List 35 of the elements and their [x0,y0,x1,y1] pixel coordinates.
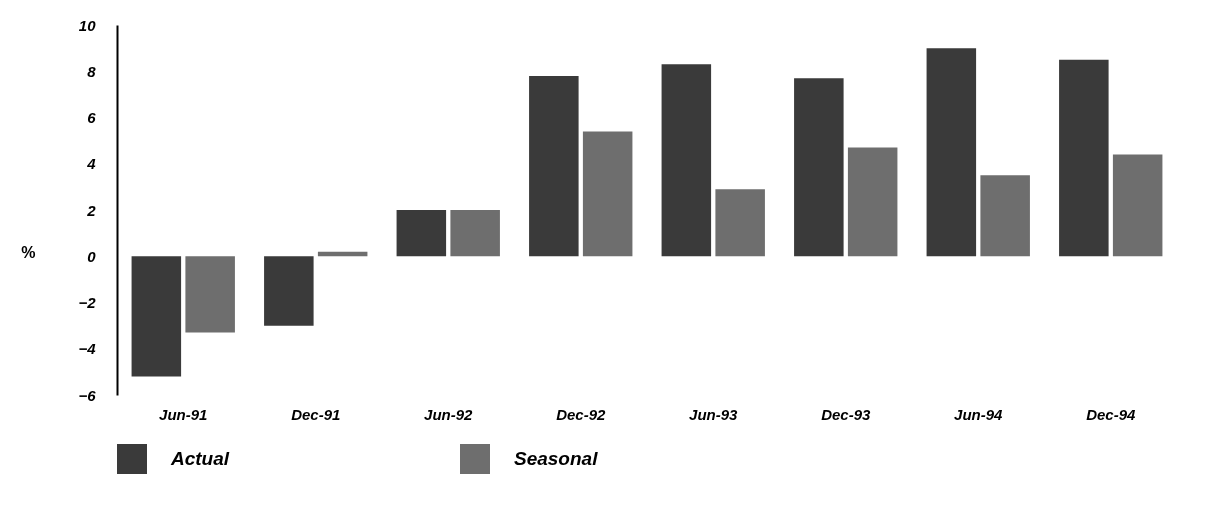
y-tick-label: 6 [87,109,97,126]
y-tick-label: 4 [86,155,97,173]
y-tick-label: 2 [86,201,97,219]
bar [582,131,633,257]
y-tick-label: 10 [78,16,97,34]
bar [715,189,765,257]
bar [396,210,447,257]
y-axis-title: % [21,243,36,261]
legend-label: Seasonal [514,448,599,469]
bar [450,210,500,257]
bar [794,78,844,257]
x-tick-label: Dec-93 [821,405,871,423]
bar [264,256,314,326]
y-tick-label: 8 [87,62,97,80]
bar [926,48,977,257]
x-tick-label: Jun-92 [424,405,474,423]
y-tick-label: −2 [78,294,97,311]
x-tick-label: Dec-92 [556,405,606,423]
bar [529,75,579,257]
bar [1059,59,1109,257]
bar [980,175,1030,257]
legend-label: Actual [170,448,230,469]
x-tick-label: Jun-94 [954,405,1004,423]
x-tick-label: Dec-91 [291,405,341,423]
bar [131,256,182,377]
bar [661,64,712,257]
bar [185,256,235,333]
y-tick-label: 0 [87,247,97,265]
y-tick-label: −4 [78,340,97,358]
bar [847,147,898,257]
x-tick-label: Dec-94 [1086,405,1136,423]
y-tick-label: −6 [78,386,97,404]
x-tick-label: Jun-91 [159,405,208,423]
x-tick-label: Jun-93 [689,405,739,423]
bar [1112,154,1163,257]
